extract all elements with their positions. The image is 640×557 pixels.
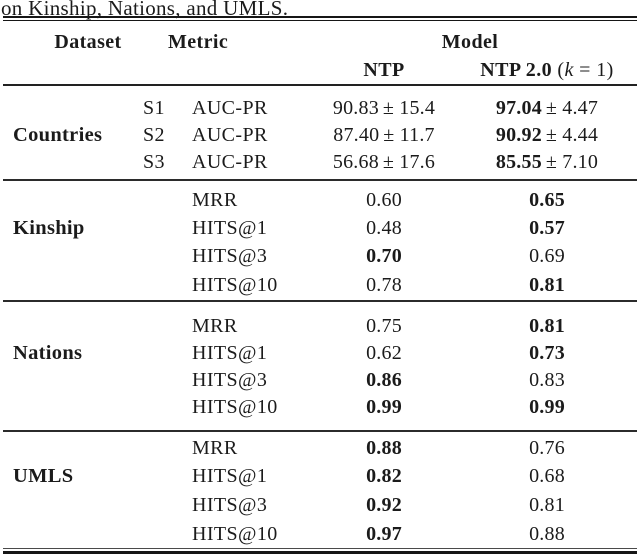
dataset-label: Countries — [13, 124, 103, 146]
ntp2-value: 85.55 ± 7.10 — [495, 151, 599, 173]
ntp2-value: 90.92 ± 4.44 — [495, 124, 599, 146]
table-row: MRR 0.88 0.76 — [0, 434, 640, 463]
metric-label: MRR — [192, 315, 238, 337]
subset-label: S1 — [143, 97, 165, 119]
ntp2-name: NTP 2.0 — [480, 59, 552, 81]
metric-label: HITS@3 — [192, 245, 268, 268]
ntp2-value: 0.69 — [529, 245, 565, 268]
section-umls: MRR 0.88 0.76 UMLS HITS@1 0.82 0.68 HITS… — [0, 432, 640, 548]
section-nations: MRR 0.75 0.81 Nations HITS@1 0.62 0.73 H… — [0, 302, 640, 430]
ntp2-value: 0.57 — [529, 216, 565, 239]
ntp2-value: 0.68 — [529, 465, 565, 488]
ntp2-value: 0.81 — [529, 493, 565, 516]
ntp2-k-value: = 1) — [573, 59, 614, 81]
ntp2-value: 0.73 — [529, 342, 565, 364]
ntp2-value: 0.88 — [529, 522, 565, 545]
ntp-value: 0.75 — [366, 315, 402, 337]
table-caption: on Kinship, Nations, and UMLS. — [1, 0, 289, 20]
table-row: HITS@3 0.70 0.69 — [0, 243, 640, 271]
metric-label: HITS@10 — [192, 396, 278, 418]
metric-label: HITS@1 — [192, 465, 268, 488]
ntp-value: 0.60 — [366, 188, 402, 211]
table-row: Nations HITS@1 0.62 0.73 — [0, 340, 640, 367]
metric-label: HITS@1 — [192, 342, 268, 364]
ntp-value: 0.86 — [366, 369, 402, 391]
table-row: Kinship HITS@1 0.48 0.57 — [0, 214, 640, 242]
ntp-value: 56.68 ± 17.6 — [332, 151, 436, 173]
dataset-label: Nations — [13, 342, 83, 364]
ntp2-value: 0.99 — [529, 396, 565, 418]
section-rule — [3, 179, 637, 181]
ntp2-value: 0.81 — [529, 315, 565, 337]
ntp2-k-variable: k — [564, 59, 574, 81]
table-row: HITS@10 0.99 0.99 — [0, 394, 640, 421]
ntp2-value: 0.76 — [529, 436, 565, 459]
bottom-rule-outer — [3, 551, 637, 554]
section-rule — [3, 300, 637, 302]
ntp-value: 0.92 — [366, 493, 402, 516]
section-countries: S1 AUC-PR 90.83 ± 15.4 97.04 ± 4.47 Countr… — [0, 86, 640, 179]
ntp2-value: 0.81 — [529, 273, 565, 296]
col-header-ntp2: NTP 2.0 (k = 1) — [480, 59, 613, 82]
dataset-label: Kinship — [13, 216, 85, 239]
ntp-value: 0.70 — [366, 245, 402, 268]
top-rule-outer — [3, 16, 637, 18]
metric-label: MRR — [192, 188, 238, 211]
col-header-ntp: NTP — [363, 59, 405, 81]
metric-label: AUC-PR — [192, 151, 268, 173]
metric-label: HITS@10 — [192, 273, 278, 296]
metric-label: MRR — [192, 436, 238, 459]
table-row: UMLS HITS@1 0.82 0.68 — [0, 463, 640, 492]
metric-label: AUC-PR — [192, 124, 268, 146]
metric-label: HITS@1 — [192, 216, 268, 239]
col-header-model: Model — [441, 31, 499, 53]
ntp-value: 90.83 ± 15.4 — [332, 97, 436, 119]
table-row: HITS@10 0.97 0.88 — [0, 520, 640, 549]
ntp2-value: 97.04 ± 4.47 — [495, 97, 599, 119]
metric-label: HITS@3 — [192, 369, 268, 391]
metric-label: HITS@10 — [192, 522, 278, 545]
table-row: HITS@3 0.86 0.83 — [0, 367, 640, 394]
col-header-metric: Metric — [168, 31, 229, 53]
bottom-rule-inner — [3, 548, 637, 550]
ntp-value: 0.48 — [366, 216, 402, 239]
ntp-value: 0.78 — [366, 273, 402, 296]
ntp-value: 0.99 — [366, 396, 402, 418]
section-rule — [3, 430, 637, 432]
table-row: S1 AUC-PR 90.83 ± 15.4 97.04 ± 4.47 — [0, 95, 640, 122]
table-row: MRR 0.75 0.81 — [0, 313, 640, 340]
table-row: HITS@10 0.78 0.81 — [0, 271, 640, 299]
table-row: Countries S2 AUC-PR 87.40 ± 11.7 90.92 ± 4… — [0, 122, 640, 149]
ntp2-value: 0.83 — [529, 369, 565, 391]
ntp-value: 87.40 ± 11.7 — [333, 124, 435, 146]
ntp-value: 0.97 — [366, 522, 402, 545]
subset-label: S2 — [143, 124, 165, 146]
dataset-label: UMLS — [13, 465, 74, 488]
metric-label: HITS@3 — [192, 493, 268, 516]
subset-label: S3 — [143, 151, 165, 173]
table-row: MRR 0.60 0.65 — [0, 186, 640, 214]
section-kinship: MRR 0.60 0.65 Kinship HITS@1 0.48 0.57 H… — [0, 181, 640, 300]
ntp-value: 0.88 — [366, 436, 402, 459]
ntp-value: 0.82 — [366, 465, 402, 488]
ntp2-value: 0.65 — [529, 188, 565, 211]
metric-label: AUC-PR — [192, 97, 268, 119]
top-rule-inner — [3, 19, 637, 22]
col-header-dataset: Dataset — [54, 31, 122, 53]
ntp2-paren-open: ( — [557, 59, 565, 81]
header-rule — [3, 84, 637, 86]
table-row: S3 AUC-PR 56.68 ± 17.6 85.55 ± 7.10 — [0, 149, 640, 176]
ntp-value: 0.62 — [366, 342, 402, 364]
table-row: HITS@3 0.92 0.81 — [0, 491, 640, 520]
